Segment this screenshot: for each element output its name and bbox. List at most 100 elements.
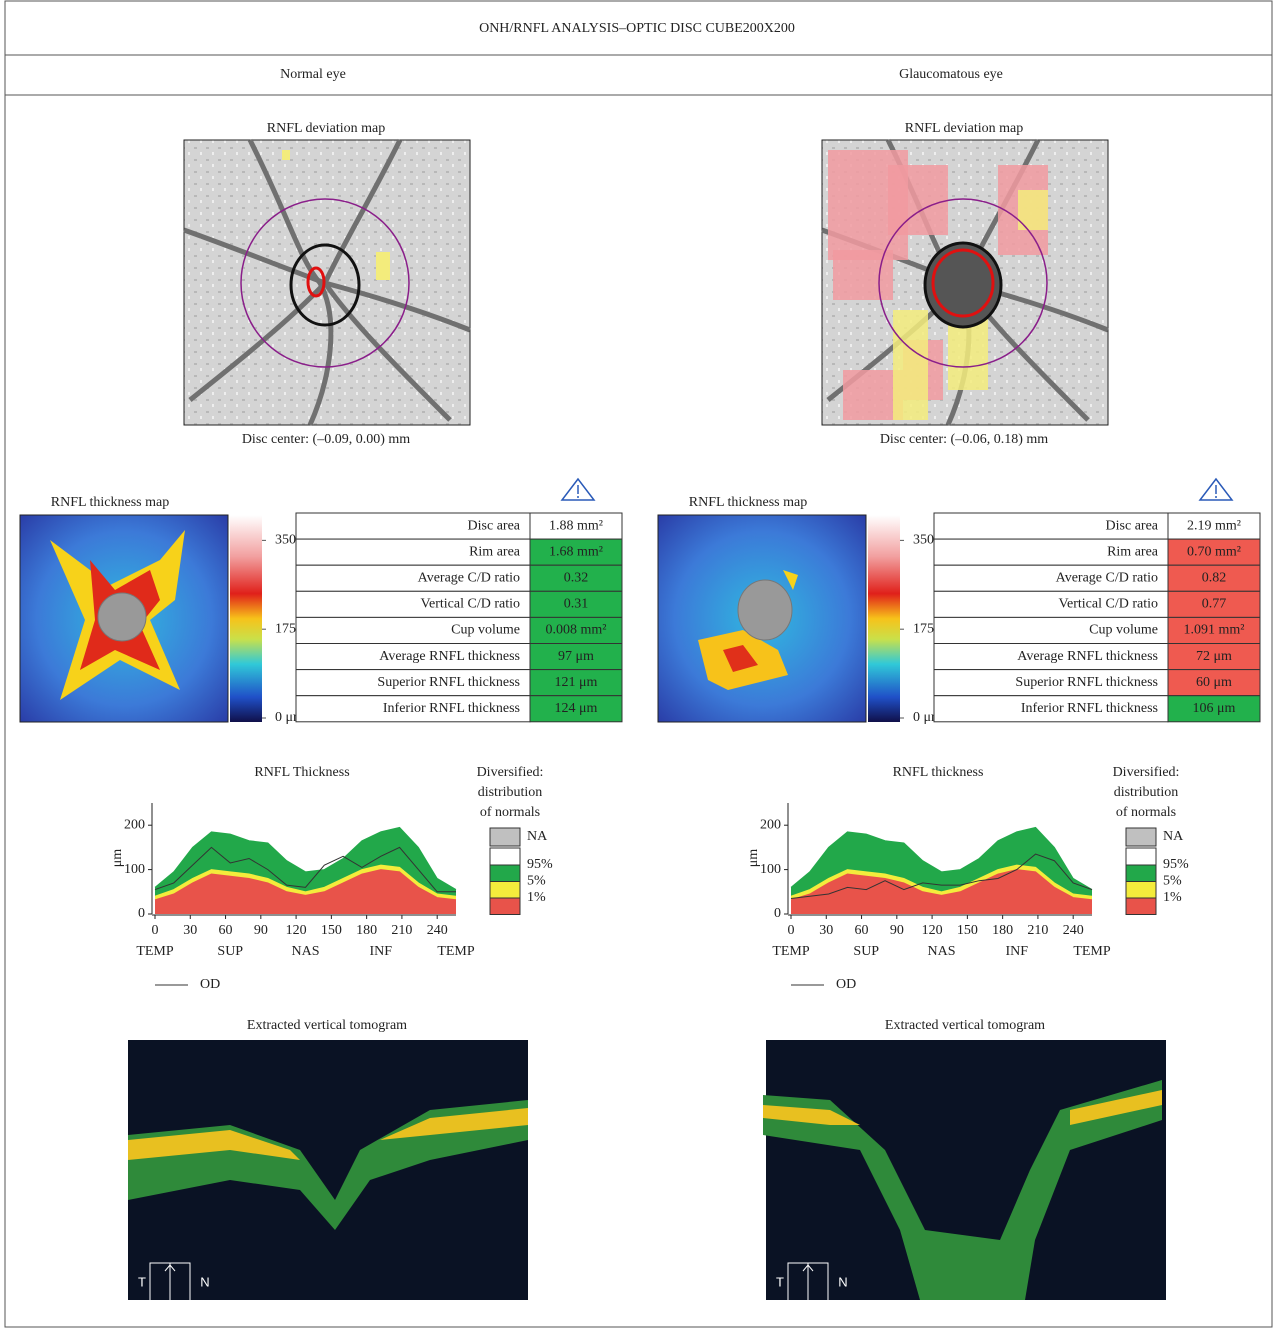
region-label: INF [1005,944,1028,959]
table-value: 0.77 [1202,597,1227,612]
legend-swatch [1126,848,1156,865]
x-tick-label: 150 [957,923,978,938]
legend-swatch [490,882,520,899]
table-label: Disc area [1106,518,1159,533]
x-tick-label: 210 [391,923,412,938]
deviation-patch [888,165,948,235]
x-tick-label: 90 [890,923,904,938]
table-label: Average C/D ratio [1056,570,1158,585]
legend-swatch [1126,882,1156,899]
orientation-label: T [138,1274,146,1289]
column-heading: Glaucomatous eye [899,67,1003,82]
chart-title: RNFL thickness [893,765,984,780]
x-tick-label: 30 [819,923,833,938]
map-title: RNFL deviation map [267,121,385,136]
region-label: NAS [927,944,955,959]
table-label: Superior RNFL thickness [1015,675,1158,690]
x-tick-label: 30 [183,923,197,938]
region-label: NAS [291,944,319,959]
y-tick-label: 0 [774,906,781,921]
table-value: 2.19 mm² [1187,518,1241,533]
table-value: 0.008 mm² [546,623,607,638]
colorbar-tick-label: 350 [913,533,934,548]
table-label: Vertical C/D ratio [420,597,520,612]
y-axis-label: μm [110,849,125,868]
y-tick-label: 200 [760,817,781,832]
legend-label: 95% [527,857,553,872]
table-label: Inferior RNFL thickness [383,701,520,716]
disc-outline [925,243,1001,327]
table-value: 0.70 mm² [1187,544,1241,559]
legend-title: Diversified: [477,765,544,780]
deviation-patch [282,150,290,160]
table-label: Inferior RNFL thickness [1021,701,1158,716]
table-value: 0.32 [564,570,589,585]
table-label: Cup volume [1089,623,1158,638]
colorbar-tick-label: 175 [913,621,934,636]
legend-title: distribution [478,785,543,800]
region-label: SUP [853,944,879,959]
table-label: Disc area [468,518,521,533]
legend-swatch [490,865,520,882]
table-label: Rim area [1107,544,1159,559]
deviation-patch [833,250,893,300]
x-tick-label: 180 [992,923,1013,938]
map-title: RNFL deviation map [905,121,1023,136]
legend-swatch [490,828,520,846]
colorbar-tick-label: 175 [275,621,296,636]
legend-title: distribution [1114,785,1179,800]
table-value: 1.68 mm² [549,544,603,559]
table-value: 60 μm [1196,675,1232,690]
disc-area [738,580,792,640]
figure-title: ONH/RNFL ANALYSIS–OPTIC DISC CUBE200X200 [479,21,795,36]
legend-label: 5% [527,874,546,889]
y-tick-label: 100 [760,862,781,877]
x-tick-label: 180 [356,923,377,938]
legend-title: of normals [480,805,540,820]
column-heading: Normal eye [280,67,346,82]
tomogram-title: Extracted vertical tomogram [885,1018,1045,1033]
table-label: Average C/D ratio [418,570,520,585]
disc-area [98,593,146,641]
x-tick-label: 90 [254,923,268,938]
orientation-label: N [838,1274,847,1289]
map-caption: Disc center: (–0.09, 0.00) mm [242,432,410,447]
x-tick-label: 240 [427,923,448,938]
y-tick-label: 100 [124,862,145,877]
legend-label: 1% [527,890,546,905]
table-value: 0.31 [564,597,589,612]
table-label: Superior RNFL thickness [377,675,520,690]
table-label: Average RNFL thickness [379,649,520,664]
y-tick-label: 200 [124,817,145,832]
legend-label: NA [527,829,548,844]
table-label: Cup volume [451,623,520,638]
map-caption: Disc center: (–0.06, 0.18) mm [880,432,1048,447]
legend-title: Diversified: [1113,765,1180,780]
warning-icon [577,496,579,498]
legend-title: of normals [1116,805,1176,820]
table-value: 121 μm [555,675,598,690]
table-label: Average RNFL thickness [1017,649,1158,664]
table-value: 97 μm [558,649,594,664]
x-tick-label: 210 [1027,923,1048,938]
legend-swatch [1126,828,1156,846]
region-label: TEMP [136,944,174,959]
x-tick-label: 150 [321,923,342,938]
legend-swatch [1126,865,1156,882]
map-title: RNFL thickness map [51,495,169,510]
legend-label: 95% [1163,857,1189,872]
eye-panel: Normal eye RNFL deviation map Disc center:… [20,67,622,1303]
region-label: TEMP [437,944,475,959]
page: ONH/RNFL ANALYSIS–OPTIC DISC CUBE200X200… [0,0,1274,1329]
legend-swatch [490,848,520,865]
legend-label: 1% [1163,890,1182,905]
table-value: 1.88 mm² [549,518,603,533]
x-tick-label: 120 [286,923,307,938]
region-label: SUP [217,944,243,959]
map-title: RNFL thickness map [689,495,807,510]
legend-label: OD [836,977,856,992]
table-value: 0.82 [1202,570,1227,585]
colorbar [868,515,900,722]
y-tick-label: 0 [138,906,145,921]
